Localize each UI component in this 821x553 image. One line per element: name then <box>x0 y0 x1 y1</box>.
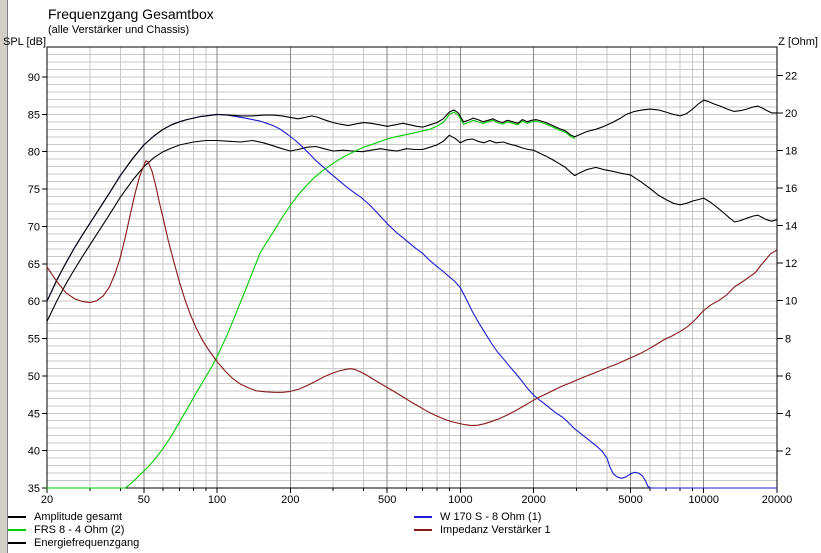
legend-item-amplitude-gesamt: Amplitude gesamt <box>8 510 122 523</box>
chart-subtitle: (alle Verstärker und Chassis) <box>48 24 190 36</box>
legend-line-w170s <box>414 515 432 518</box>
legend-item-energiefrequenzgang: Energiefrequenzgang <box>8 536 139 549</box>
legend-line-energie <box>8 541 26 544</box>
svg-text:16: 16 <box>785 183 797 195</box>
svg-text:22: 22 <box>785 70 797 82</box>
svg-text:85: 85 <box>28 109 40 121</box>
svg-text:12: 12 <box>785 258 797 270</box>
svg-text:40: 40 <box>28 446 40 458</box>
y-axis-right-label: Z [Ohm] <box>778 36 818 48</box>
legend-line-frs8 <box>8 528 26 531</box>
y-axis-left-label: SPL [dB] <box>3 36 47 48</box>
legend-label: Amplitude gesamt <box>34 510 123 523</box>
svg-text:90: 90 <box>28 72 40 84</box>
svg-text:65: 65 <box>28 259 40 271</box>
svg-text:6: 6 <box>785 371 791 383</box>
svg-text:10: 10 <box>785 296 797 308</box>
series-impedanz-verst-rker-1 <box>46 160 778 427</box>
legend-item-impedanz: Impedanz Verstärker 1 <box>414 523 551 536</box>
window-edge-strip <box>0 0 8 553</box>
svg-text:20: 20 <box>785 108 797 120</box>
svg-text:2: 2 <box>785 446 791 458</box>
svg-text:200: 200 <box>281 494 299 506</box>
series-amplitude-gesamt <box>46 99 778 302</box>
svg-text:45: 45 <box>28 408 40 420</box>
svg-text:75: 75 <box>28 184 40 196</box>
svg-text:10000: 10000 <box>688 494 719 506</box>
svg-text:18: 18 <box>785 145 797 157</box>
series-frs-8-4-ohm-2- <box>46 111 576 489</box>
svg-text:50: 50 <box>138 494 150 506</box>
svg-text:50: 50 <box>28 371 40 383</box>
svg-text:35: 35 <box>28 483 40 495</box>
legend-item-w170s: W 170 S - 8 Ohm (1) <box>414 510 541 523</box>
svg-text:500: 500 <box>378 494 396 506</box>
svg-text:70: 70 <box>28 221 40 233</box>
svg-text:8: 8 <box>785 333 791 345</box>
grid <box>47 47 777 488</box>
legend-label: Energiefrequenzgang <box>34 536 140 549</box>
svg-text:20000: 20000 <box>762 494 793 506</box>
svg-text:55: 55 <box>28 334 40 346</box>
legend-item-frs8: FRS 8 - 4 Ohm (2) <box>8 523 124 536</box>
svg-text:5000: 5000 <box>618 494 642 506</box>
legend-line-impedanz <box>414 528 432 531</box>
axis-ticks-and-labels: 35 40 45 50 55 60 65 70 75 80 85 90 2 4 6 8 10 12 14 16 18 20… <box>28 70 798 506</box>
svg-text:60: 60 <box>28 296 40 308</box>
svg-text:20: 20 <box>41 494 53 506</box>
legend-line-amplitude <box>8 515 26 518</box>
svg-text:100: 100 <box>208 494 226 506</box>
svg-text:14: 14 <box>785 221 797 233</box>
legend-label: FRS 8 - 4 Ohm (2) <box>34 523 125 536</box>
svg-text:4: 4 <box>785 408 791 420</box>
legend-label: W 170 S - 8 Ohm (1) <box>440 510 542 523</box>
chart-title: Frequenzgang Gesamtbox <box>48 6 214 22</box>
series-energiefrequenzgang <box>46 134 778 322</box>
legend-label: Impedanz Verstärker 1 <box>440 523 551 536</box>
plot-border <box>46 46 778 489</box>
svg-text:2000: 2000 <box>521 494 545 506</box>
svg-text:80: 80 <box>28 147 40 159</box>
svg-text:1000: 1000 <box>448 494 472 506</box>
